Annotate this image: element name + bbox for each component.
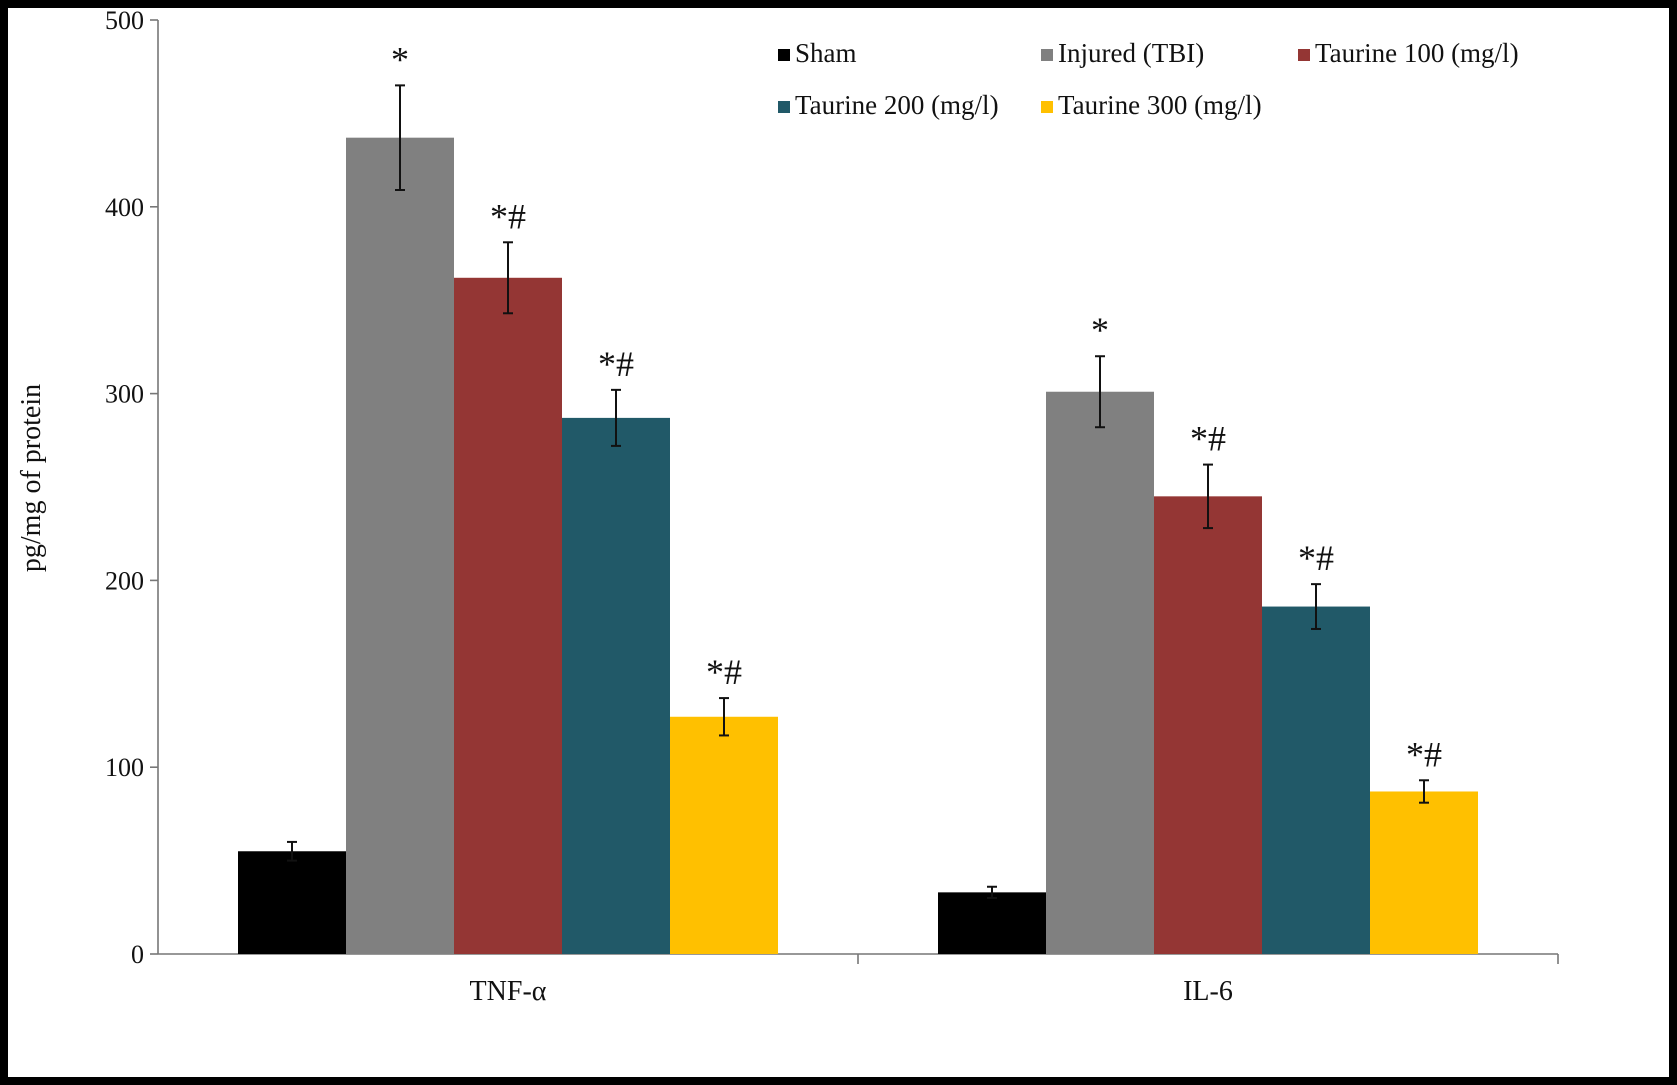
legend: Sham Injured (TBI) Taurine 100 (mg/l) Tauri… xyxy=(778,38,1519,120)
y-tick-label: 300 xyxy=(105,380,144,409)
legend-label: Taurine 100 (mg/l) xyxy=(1315,38,1519,68)
y-tick-label: 0 xyxy=(131,940,144,969)
bar-0-1 xyxy=(938,892,1046,954)
bar-3-0 xyxy=(562,417,670,954)
bar-3-1 xyxy=(1262,606,1370,954)
plot-area: pg/mg of protein 0 100 200 300 400 500 * *# *# *… xyxy=(8,8,1669,1077)
x-category-label: IL-6 xyxy=(1183,976,1233,1007)
y-tick-label: 200 xyxy=(105,566,144,595)
legend-swatch xyxy=(778,49,790,61)
x-axis-categories: TNF-α IL-6 xyxy=(470,954,1559,1007)
significance-marker: * xyxy=(1091,310,1109,350)
bar-1-1 xyxy=(1046,391,1154,954)
bar-2-0 xyxy=(454,277,562,954)
legend-swatch xyxy=(778,101,790,113)
legend-label: Taurine 300 (mg/l) xyxy=(1058,90,1262,120)
y-axis-ticks: 0 100 200 300 400 500 xyxy=(105,8,158,969)
legend-swatch xyxy=(1041,101,1053,113)
legend-label: Taurine 200 (mg/l) xyxy=(795,90,999,120)
y-tick-label: 100 xyxy=(105,753,144,782)
y-tick-label: 500 xyxy=(105,8,144,35)
significance-marker: *# xyxy=(490,196,526,236)
x-category-label: TNF-α xyxy=(470,976,547,1007)
significance-marker: * xyxy=(391,39,409,79)
legend-label: Sham xyxy=(795,38,857,68)
bar-1-0 xyxy=(346,137,454,954)
bars-group: * *# *# *# * *# *# *# xyxy=(238,39,1478,954)
significance-marker: *# xyxy=(706,652,742,692)
significance-marker: *# xyxy=(598,344,634,384)
bar-2-1 xyxy=(1154,496,1262,954)
bar-4-0 xyxy=(670,716,778,954)
significance-marker: *# xyxy=(1190,419,1226,459)
legend-swatch xyxy=(1298,49,1310,61)
legend-label: Injured (TBI) xyxy=(1058,38,1204,68)
y-axis-label: pg/mg of protein xyxy=(16,384,47,572)
y-tick-label: 400 xyxy=(105,193,144,222)
significance-marker: *# xyxy=(1298,538,1334,578)
legend-swatch xyxy=(1041,49,1053,61)
significance-marker: *# xyxy=(1406,734,1442,774)
bar-4-1 xyxy=(1370,791,1478,954)
bar-0-0 xyxy=(238,851,346,954)
